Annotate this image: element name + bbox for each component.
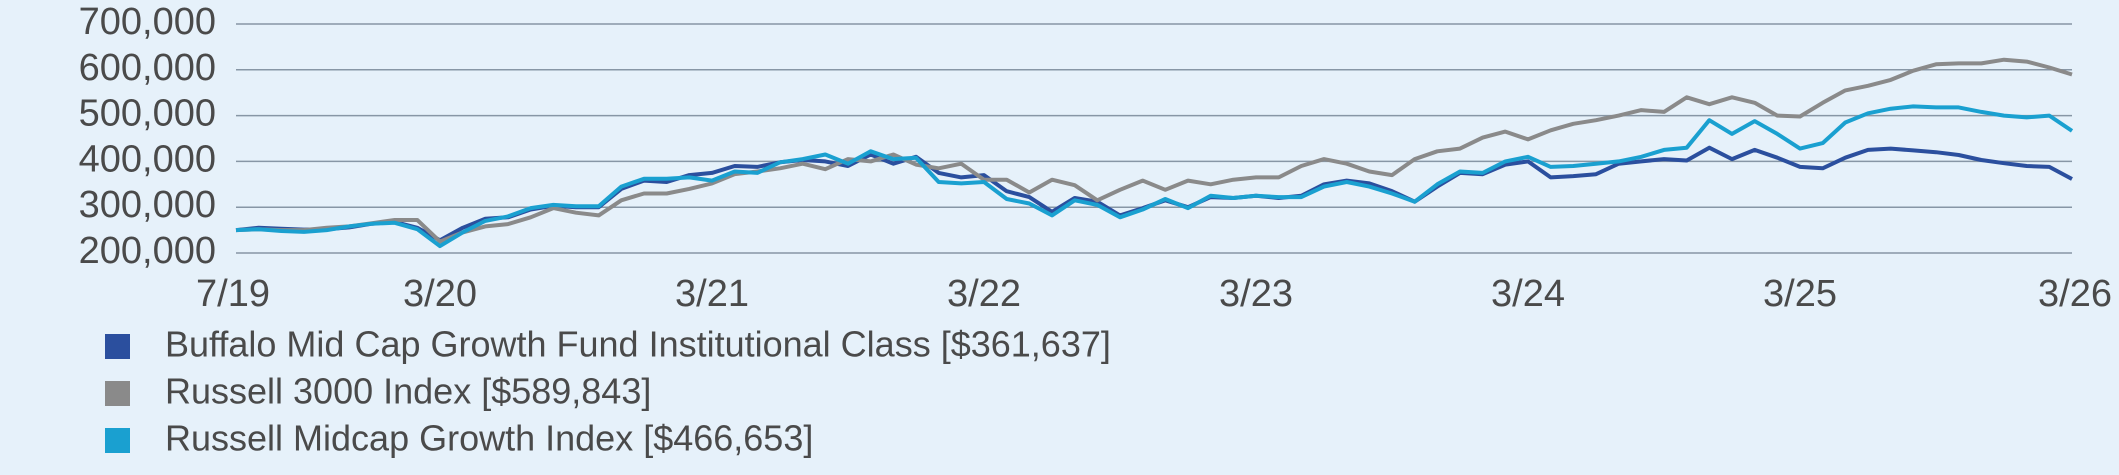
legend-swatch [105, 428, 130, 453]
legend-label: Russell Midcap Growth Index [$466,653] [165, 418, 813, 459]
x-tick-label: 3/20 [403, 273, 477, 315]
y-tick-label: 600,000 [79, 47, 216, 89]
y-tick-label: 400,000 [79, 138, 216, 180]
x-tick-label: 7/19 [196, 273, 270, 315]
series-line [235, 57, 2073, 244]
x-tick-label: 3/21 [675, 273, 749, 315]
y-tick-label: 300,000 [79, 184, 216, 226]
y-tick-label: 700,000 [79, 1, 216, 43]
x-tick-label: 3/24 [1491, 273, 1565, 315]
legend-label: Russell 3000 Index [$589,843] [165, 371, 651, 412]
legend-swatch [105, 334, 130, 359]
x-tick-label: 3/26 [2038, 273, 2112, 315]
y-tick-label: 500,000 [79, 93, 216, 135]
legend-label: Buffalo Mid Cap Growth Fund Institutiona… [165, 324, 1111, 365]
series-line [235, 104, 2074, 249]
legend-swatch [105, 381, 130, 406]
y-tick-label: 200,000 [79, 230, 216, 272]
x-tick-label: 3/23 [1219, 273, 1293, 315]
x-tick-label: 3/22 [947, 273, 1021, 315]
x-tick-label: 3/25 [1763, 273, 1837, 315]
